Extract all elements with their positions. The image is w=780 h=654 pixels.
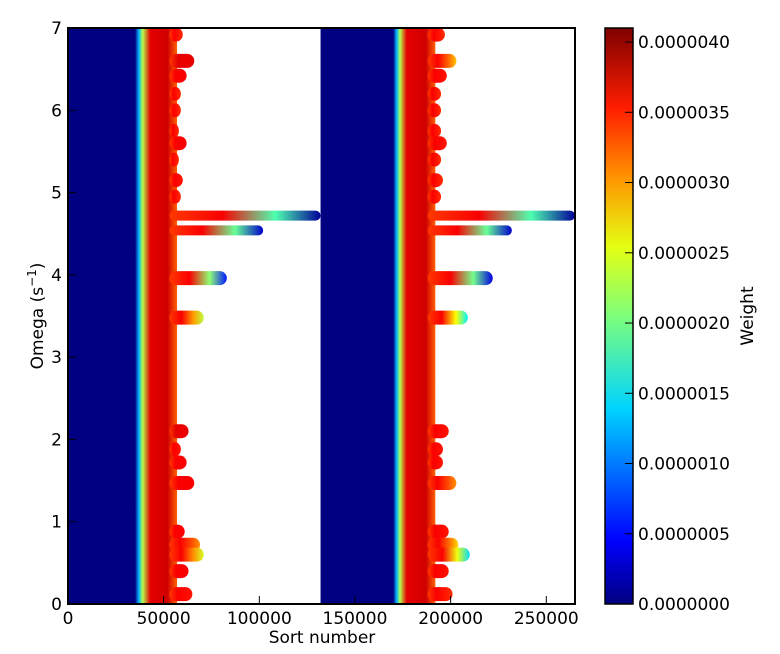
spike	[427, 210, 575, 221]
spike	[169, 152, 179, 167]
spike	[169, 86, 181, 101]
plot-area: 0 50000 100000 150000 200000 250000 0 1 2 3 4 5 6 7	[51, 19, 579, 629]
y-tick-label: 2	[51, 430, 62, 450]
spike	[169, 524, 185, 539]
x-tick-label: 0	[63, 609, 74, 629]
spike	[169, 123, 179, 138]
colorbar-tick-label: 0.0000000	[638, 595, 730, 615]
y-tick-label: 6	[51, 101, 62, 121]
spike	[427, 564, 449, 579]
spike	[169, 424, 189, 439]
colorbar: 0.0000000 0.0000005 0.0000010 0.0000015 0.00…	[604, 27, 758, 615]
colorbar-tick-label: 0.0000015	[638, 384, 730, 404]
colorbar-gradient	[604, 27, 634, 605]
block-body	[68, 28, 178, 604]
spike	[169, 587, 193, 602]
spike	[427, 189, 442, 204]
spike	[169, 271, 227, 286]
spike	[169, 27, 183, 42]
spike	[427, 27, 445, 42]
spike	[427, 424, 449, 439]
spike	[169, 310, 204, 325]
spike	[427, 271, 493, 286]
y-tick-label: 4	[51, 266, 62, 286]
heatmap-blocks	[68, 27, 575, 604]
spike	[169, 173, 183, 188]
colorbar-tick-label: 0.0000010	[638, 455, 730, 475]
y-tick-label: 7	[51, 19, 62, 39]
spike	[169, 103, 181, 118]
spike	[427, 86, 442, 101]
colorbar-tick-label: 0.0000035	[638, 103, 730, 123]
spike	[169, 136, 187, 151]
spike	[427, 53, 457, 68]
spike	[427, 152, 442, 167]
spike	[427, 103, 442, 118]
spike	[169, 225, 264, 236]
block-body	[320, 28, 436, 604]
x-tick-label: 250000	[514, 609, 579, 629]
spike	[169, 476, 195, 491]
y-axis-ticks: 0 1 2 3 4 5 6 7	[51, 19, 76, 615]
spike	[169, 189, 181, 204]
spike	[169, 210, 321, 221]
y-tick-label: 3	[51, 348, 62, 368]
colorbar-tick-label: 0.0000005	[638, 525, 730, 545]
spike	[169, 68, 187, 83]
spike	[427, 455, 443, 470]
colorbar-tick-label: 0.0000040	[638, 33, 730, 53]
spike	[427, 136, 447, 151]
spike	[427, 587, 453, 602]
colorbar-label: Weight	[738, 286, 758, 346]
x-tick-label: 100000	[227, 609, 292, 629]
spike	[427, 476, 457, 491]
spike	[427, 547, 470, 562]
spike	[427, 524, 449, 539]
spike	[427, 68, 447, 83]
spike	[427, 310, 468, 325]
y-tick-label: 1	[51, 513, 62, 533]
spike	[427, 225, 512, 236]
colorbar-tick-label: 0.0000025	[638, 244, 730, 264]
colorbar-ticks: 0.0000000 0.0000005 0.0000010 0.0000015 0.00…	[625, 33, 730, 615]
y-tick-label: 5	[51, 184, 62, 204]
y-tick-label: 0	[51, 595, 62, 615]
spike	[169, 455, 187, 470]
colorbar-tick-label: 0.0000030	[638, 174, 730, 194]
spike	[169, 564, 189, 579]
x-tick-label: 200000	[418, 609, 483, 629]
spike	[169, 53, 195, 68]
axes-frame	[67, 27, 576, 605]
y-axis-label: Omega (s−1)	[25, 263, 48, 370]
x-axis-label: Sort number	[269, 628, 376, 648]
x-axis-ticks: 0 50000 100000 150000 200000 250000	[63, 596, 579, 629]
spike	[169, 547, 204, 562]
heatmap-block-2	[320, 27, 575, 604]
heatmap-block-1	[68, 27, 321, 604]
spike	[427, 442, 443, 457]
x-tick-label: 150000	[323, 609, 388, 629]
colorbar-tick-label: 0.0000020	[638, 314, 730, 334]
spike	[427, 123, 442, 138]
spike	[169, 442, 181, 457]
spike	[427, 173, 443, 188]
x-tick-label: 50000	[137, 609, 191, 629]
